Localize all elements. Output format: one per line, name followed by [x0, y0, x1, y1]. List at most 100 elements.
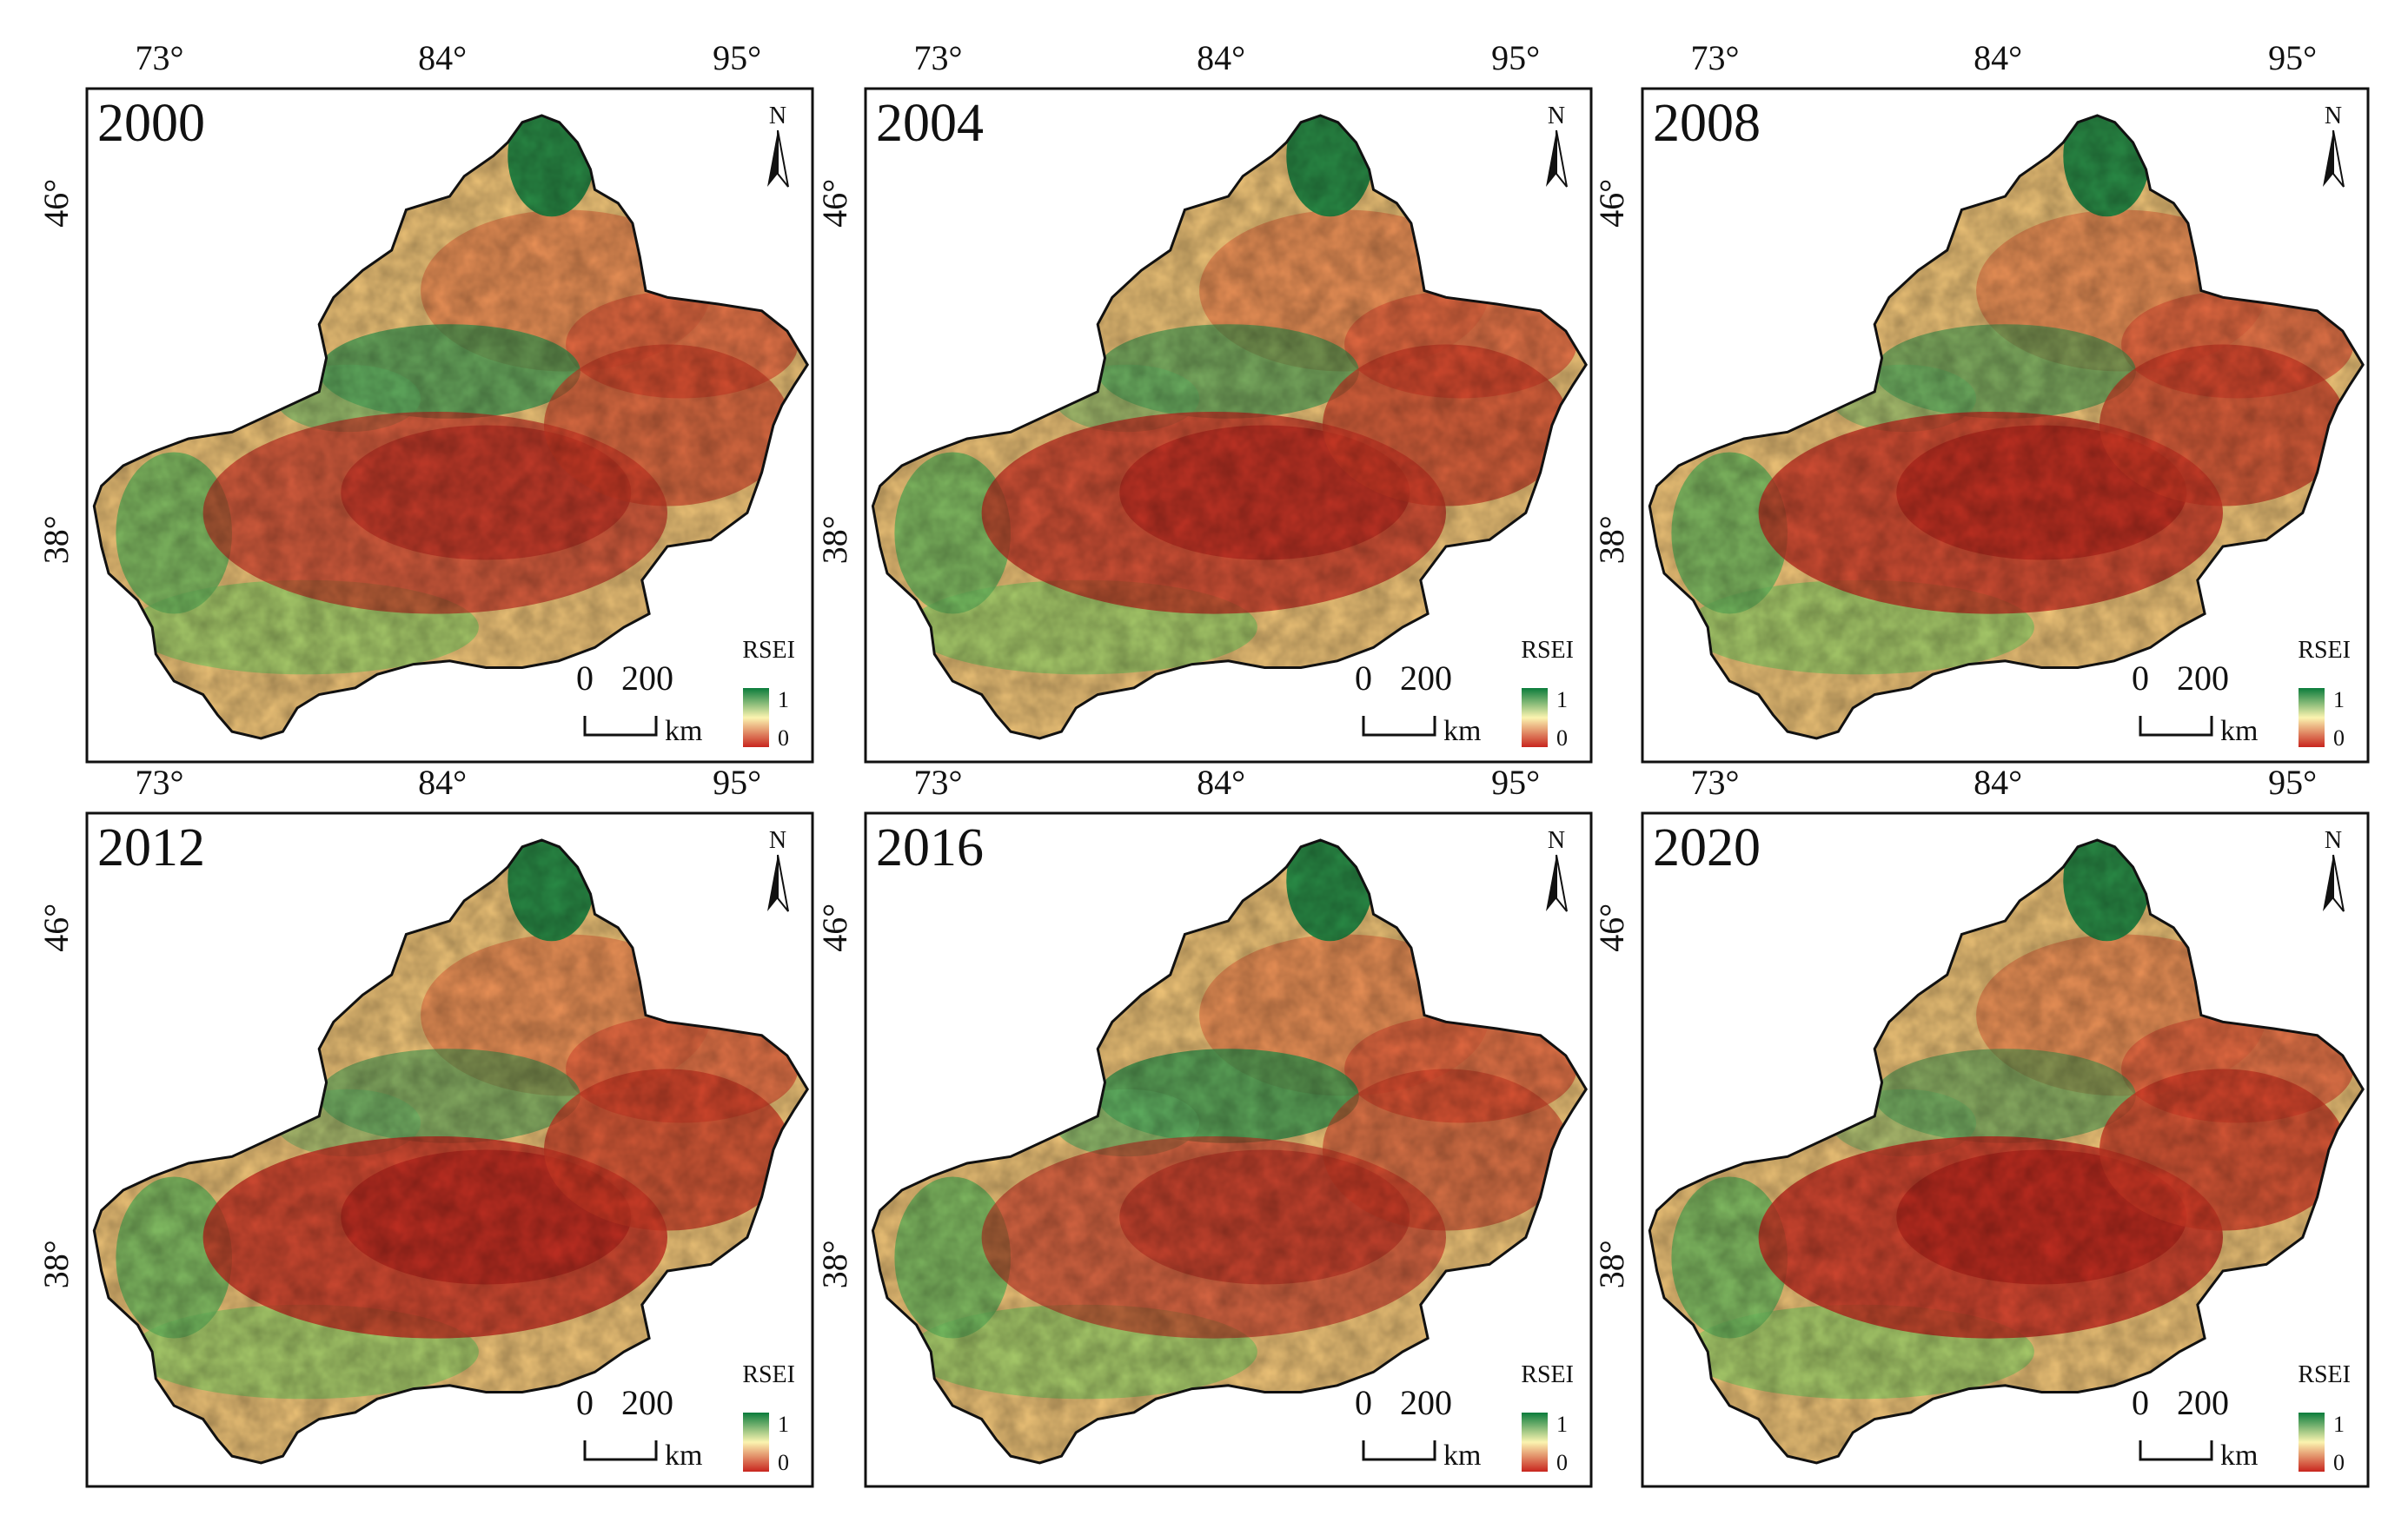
legend-max-label: 1 [1556, 687, 1568, 712]
scale-bar [2139, 1440, 2213, 1461]
scale-zero-label: 0 [576, 1383, 594, 1422]
scale-bar [1362, 716, 1436, 737]
year-label: 2020 [1653, 818, 1761, 877]
legend-title: RSEI [1521, 1361, 1574, 1388]
north-arrow-label: N [1548, 827, 1565, 854]
longitude-tick-label: 73° [1691, 38, 1740, 77]
map-panel-2004: 73° 84° 95° 46° 38° 2004 N RSEI 1 0 0 200 km [815, 38, 1593, 764]
scale-distance-label: 200 [621, 1383, 673, 1422]
region-boundary [92, 838, 809, 1465]
legend-min-label: 0 [778, 1450, 789, 1475]
legend-min-label: 0 [1556, 1450, 1568, 1475]
legend-title: RSEI [742, 1361, 795, 1388]
longitude-tick-label: 73° [914, 38, 963, 77]
north-arrow-icon [2323, 855, 2333, 911]
legend-color-bar [2299, 688, 2325, 747]
scale-bar [2139, 716, 2213, 737]
latitude-tick-label: 38° [1592, 1240, 1631, 1288]
map-panel-2012: 73° 84° 95° 46° 38° 2012 N RSEI 1 0 0 200 km [36, 763, 814, 1488]
scale-unit-label: km [665, 715, 702, 747]
legend-max-label: 1 [778, 687, 789, 712]
legend-title: RSEI [1521, 637, 1574, 664]
longitude-tick-label: 84° [418, 763, 467, 802]
north-arrow-label: N [1548, 103, 1565, 129]
legend-title: RSEI [742, 637, 795, 664]
longitude-tick-label: 95° [713, 763, 761, 802]
scale-unit-label: km [2220, 1440, 2258, 1472]
legend-color-bar [743, 688, 769, 747]
longitude-tick-label: 73° [914, 763, 963, 802]
legend-min-label: 0 [2333, 725, 2345, 751]
north-arrow-icon [1556, 854, 1568, 912]
year-label: 2012 [97, 818, 205, 877]
longitude-tick-label: 73° [1691, 763, 1740, 802]
north-arrow-icon [2332, 854, 2345, 912]
scale-zero-label: 0 [576, 659, 594, 698]
north-arrow-label: N [2325, 103, 2342, 129]
scale-distance-label: 200 [1400, 659, 1452, 698]
north-arrow-label: N [769, 827, 786, 854]
longitude-tick-label: 95° [1491, 763, 1540, 802]
scale-bar [1362, 1440, 1436, 1461]
legend-color-bar [1522, 1413, 1548, 1472]
longitude-tick-label: 84° [418, 38, 467, 77]
scale-unit-label: km [665, 1440, 702, 1472]
latitude-tick-label: 38° [815, 1240, 854, 1288]
scale-unit-label: km [1443, 1440, 1481, 1472]
longitude-tick-label: 84° [1973, 38, 2022, 77]
legend-max-label: 1 [2333, 687, 2345, 712]
legend-title: RSEI [2298, 1361, 2351, 1388]
north-arrow-icon [767, 130, 778, 187]
longitude-tick-label: 95° [2268, 763, 2317, 802]
scale-unit-label: km [2220, 715, 2258, 747]
legend-color-bar [2299, 1413, 2325, 1472]
longitude-tick-label: 95° [713, 38, 761, 77]
map-panel-2000: 73° 84° 95° 46° 38° 2000 N RSEI 1 0 0 200 km [36, 38, 814, 764]
legend-color-bar [743, 1413, 769, 1472]
legend-min-label: 0 [778, 725, 789, 751]
latitude-tick-label: 38° [36, 1240, 76, 1288]
legend-color-bar [1522, 688, 1548, 747]
legend-min-label: 0 [1556, 725, 1568, 751]
legend-title: RSEI [2298, 637, 2351, 664]
scale-distance-label: 200 [621, 659, 673, 698]
latitude-tick-label: 38° [815, 515, 854, 564]
north-arrow-icon [1546, 855, 1556, 911]
scale-bar [583, 716, 658, 737]
north-arrow-icon [2332, 129, 2345, 188]
latitude-tick-label: 46° [1592, 179, 1631, 228]
longitude-tick-label: 95° [1491, 38, 1540, 77]
region-boundary [1648, 838, 2365, 1465]
longitude-tick-label: 84° [1197, 763, 1245, 802]
year-label: 2004 [876, 94, 984, 153]
scale-zero-label: 0 [2132, 1383, 2149, 1422]
latitude-tick-label: 46° [815, 179, 854, 228]
year-label: 2000 [97, 94, 205, 153]
longitude-tick-label: 95° [2268, 38, 2317, 77]
scale-distance-label: 200 [2177, 659, 2229, 698]
region-boundary [1648, 114, 2365, 740]
north-arrow-icon [2323, 130, 2333, 187]
latitude-tick-label: 46° [815, 904, 854, 952]
north-arrow-label: N [2325, 827, 2342, 854]
scale-distance-label: 200 [2177, 1383, 2229, 1422]
latitude-tick-label: 46° [36, 904, 76, 952]
region-boundary [92, 114, 809, 740]
scale-zero-label: 0 [1355, 1383, 1372, 1422]
north-arrow-icon [1546, 130, 1556, 187]
region-boundary [871, 114, 1588, 740]
scale-zero-label: 0 [1355, 659, 1372, 698]
scale-distance-label: 200 [1400, 1383, 1452, 1422]
north-arrow-icon [1556, 129, 1568, 188]
map-panel-2016: 73° 84° 95° 46° 38° 2016 N RSEI 1 0 0 200 km [815, 763, 1593, 1488]
north-arrow-icon [777, 129, 789, 188]
map-panel-2008: 73° 84° 95° 46° 38° 2008 N RSEI 1 0 0 200 km [1592, 38, 2370, 764]
longitude-tick-label: 84° [1197, 38, 1245, 77]
longitude-tick-label: 84° [1973, 763, 2022, 802]
north-arrow-icon [767, 855, 778, 911]
legend-min-label: 0 [2333, 1450, 2345, 1475]
latitude-tick-label: 46° [1592, 904, 1631, 952]
legend-max-label: 1 [1556, 1412, 1568, 1437]
latitude-tick-label: 38° [36, 515, 76, 564]
